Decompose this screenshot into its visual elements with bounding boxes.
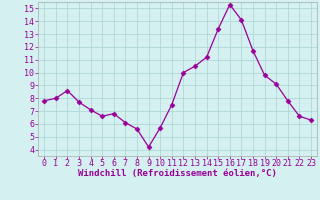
- X-axis label: Windchill (Refroidissement éolien,°C): Windchill (Refroidissement éolien,°C): [78, 169, 277, 178]
